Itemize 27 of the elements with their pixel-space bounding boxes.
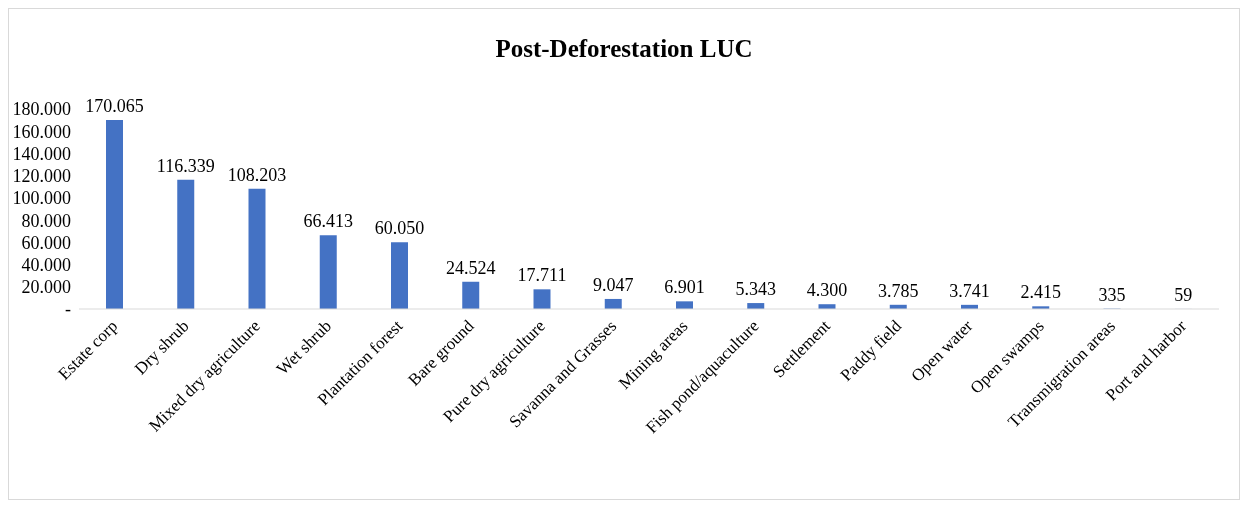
y-tick-label: 120.000 [12,166,71,187]
y-tick-label: 40.000 [21,254,71,275]
y-tick-label: 140.000 [12,143,71,164]
y-tick-label: 180.000 [12,99,71,120]
data-label: 3.741 [949,280,990,301]
y-tick-label: 60.000 [21,232,71,253]
data-label: 170.065 [85,96,144,117]
data-label: 9.047 [593,274,634,295]
y-tick-label: 100.000 [12,188,71,209]
data-label: 5.343 [735,279,776,300]
data-label: 335 [1098,284,1126,305]
data-label: 108.203 [227,164,287,185]
data-label: 59 [1174,284,1193,305]
data-label: 3.785 [878,280,919,301]
data-label: 6.901 [664,277,705,298]
data-label: 116.339 [156,155,215,176]
y-tick-label: 160.000 [12,121,71,142]
y-tick-label: - [65,299,71,320]
data-label: 2.415 [1020,282,1061,303]
data-label: 4.300 [806,280,848,301]
data-label: 60.050 [374,218,425,239]
data-label: 66.413 [303,211,353,232]
y-tick-label: 20.000 [21,277,71,298]
data-label: 24.524 [446,257,496,278]
data-label: 17.711 [517,265,567,286]
chart-title: Post-Deforestation LUC [494,35,754,64]
y-tick-label: 80.000 [21,210,71,231]
